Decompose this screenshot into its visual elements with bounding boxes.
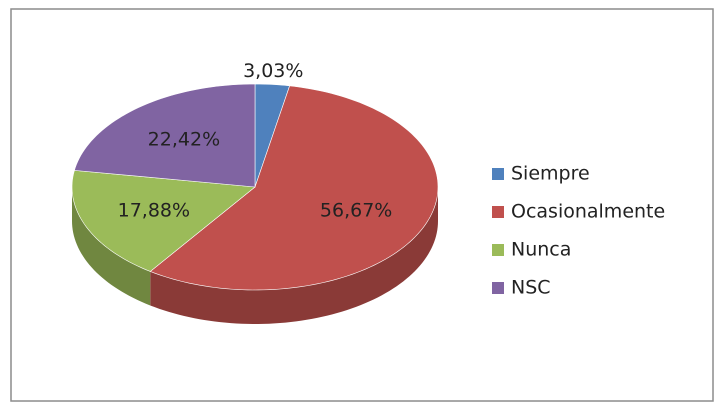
data-label: 56,67% (320, 200, 392, 222)
data-label: 17,88% (118, 200, 190, 222)
pie-side (150, 187, 439, 324)
legend-swatch (492, 206, 504, 218)
legend-label: NSC (511, 277, 551, 299)
legend-label: Siempre (511, 163, 590, 185)
legend-swatch (492, 282, 504, 294)
data-label: 22,42% (148, 128, 220, 150)
pie-slice (71, 170, 256, 272)
legend-label: Nunca (511, 239, 571, 261)
pie-slice (149, 85, 439, 291)
pie-side (72, 187, 151, 306)
legend-swatch (492, 168, 504, 180)
pie-slice (74, 83, 256, 188)
legend-swatch (492, 244, 504, 256)
legend-label: Ocasionalmente (511, 201, 665, 223)
data-label: 3,03% (243, 60, 303, 82)
